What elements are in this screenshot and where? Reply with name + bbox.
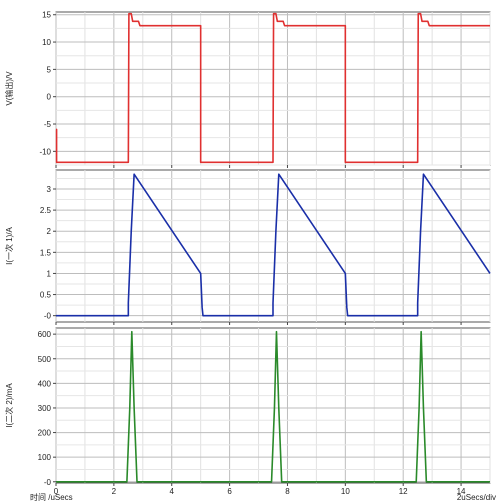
y-tick-label: -0 — [44, 478, 52, 487]
series-line-1 — [55, 12, 490, 164]
x-tick-label: 14 — [457, 487, 466, 496]
y-tick-label: 300 — [38, 404, 52, 413]
x-tick-label: 6 — [227, 487, 232, 496]
y-tick-label: -5 — [44, 120, 52, 129]
y-tick-label: 10 — [42, 38, 51, 47]
y-axis-label: V(输出)/V — [4, 71, 14, 106]
x-axis-label: 时间 /uSecs — [30, 492, 73, 502]
series-line-2 — [56, 173, 491, 317]
y-tick-label: 600 — [38, 330, 52, 339]
y-tick-label: 1 — [47, 269, 52, 278]
y-tick-label: 100 — [38, 453, 52, 462]
scale-note: 2uSecs/div — [457, 493, 496, 502]
y-tick-label: 5 — [47, 65, 52, 74]
y-tick-label: -10 — [39, 147, 51, 156]
x-tick-label: 0 — [54, 487, 59, 496]
y-tick-label: 2 — [47, 227, 52, 236]
y-tick-label: 0.5 — [40, 291, 52, 300]
y-tick-label: 3 — [47, 185, 52, 194]
y-tick-label: 2.5 — [40, 206, 52, 215]
y-tick-label: -0 — [44, 312, 52, 321]
x-tick-label: 10 — [341, 487, 350, 496]
y-axis-label: I(二次 2)/mA — [4, 383, 14, 428]
panel-1: -10 -5 0 5 10 15 V(输出)/V — [4, 11, 491, 168]
y-tick-label: 1.5 — [40, 248, 52, 257]
x-tick-label: 2 — [112, 487, 117, 496]
y-tick-label: 500 — [38, 355, 52, 364]
y-tick-label: 15 — [42, 11, 51, 20]
panel-3: -0 100 200 300 400 500 600 I(二次 2)/mA 0 2 4 6 8 10 12 1… — [4, 327, 491, 496]
y-tick-label: 400 — [38, 379, 52, 388]
y-tick-label: 0 — [47, 93, 52, 102]
panel-2: -0 0.5 1 1.5 2 2.5 3 I(一次 1)/A — [4, 169, 491, 325]
x-tick-label: 4 — [170, 487, 175, 496]
x-tick-label: 8 — [285, 487, 290, 496]
y-axis-label: I(一次 1)/A — [4, 226, 14, 264]
x-tick-label: 12 — [399, 487, 408, 496]
series-line-3 — [56, 330, 490, 483]
y-tick-label: 200 — [38, 429, 52, 438]
